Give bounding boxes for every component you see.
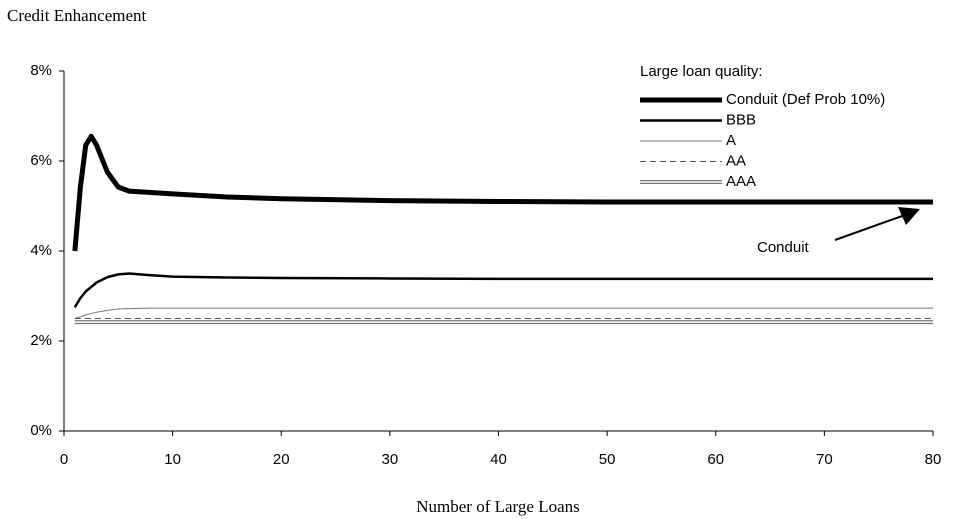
- y-tick-label: 0%: [30, 422, 52, 439]
- chart-title: Credit Enhancement: [7, 6, 147, 25]
- legend-title: Large loan quality:: [640, 63, 763, 80]
- annotation: Conduit: [757, 239, 810, 256]
- x-tick-label: 0: [60, 451, 68, 468]
- arrow-head: [898, 207, 920, 225]
- y-tick-label: 2%: [30, 332, 52, 349]
- x-tick-label: 70: [816, 451, 833, 468]
- series-line: [72, 133, 933, 252]
- series-line: [73, 272, 933, 308]
- x-tick-label: 40: [490, 451, 507, 468]
- x-axis-title: Number of Large Loans: [416, 497, 580, 516]
- x-tick-label: 80: [925, 451, 942, 468]
- legend-label: A: [726, 132, 736, 149]
- x-tick-label: 30: [382, 451, 399, 468]
- x-tick-label: 10: [164, 451, 181, 468]
- y-tick-label: 8%: [30, 62, 52, 79]
- legend-label: BBB: [726, 111, 756, 128]
- x-tick-label: 20: [273, 451, 290, 468]
- series-line: [74, 307, 933, 319]
- x-tick-label: 60: [707, 451, 724, 468]
- legend-label: Conduit (Def Prob 10%): [726, 91, 885, 108]
- y-tick-label: 4%: [30, 242, 52, 259]
- x-tick-label: 50: [599, 451, 616, 468]
- annotation-arrow: [834, 214, 906, 241]
- legend-label: AA: [726, 152, 746, 169]
- legend-label: AAA: [726, 173, 756, 190]
- y-tick-label: 6%: [30, 152, 52, 169]
